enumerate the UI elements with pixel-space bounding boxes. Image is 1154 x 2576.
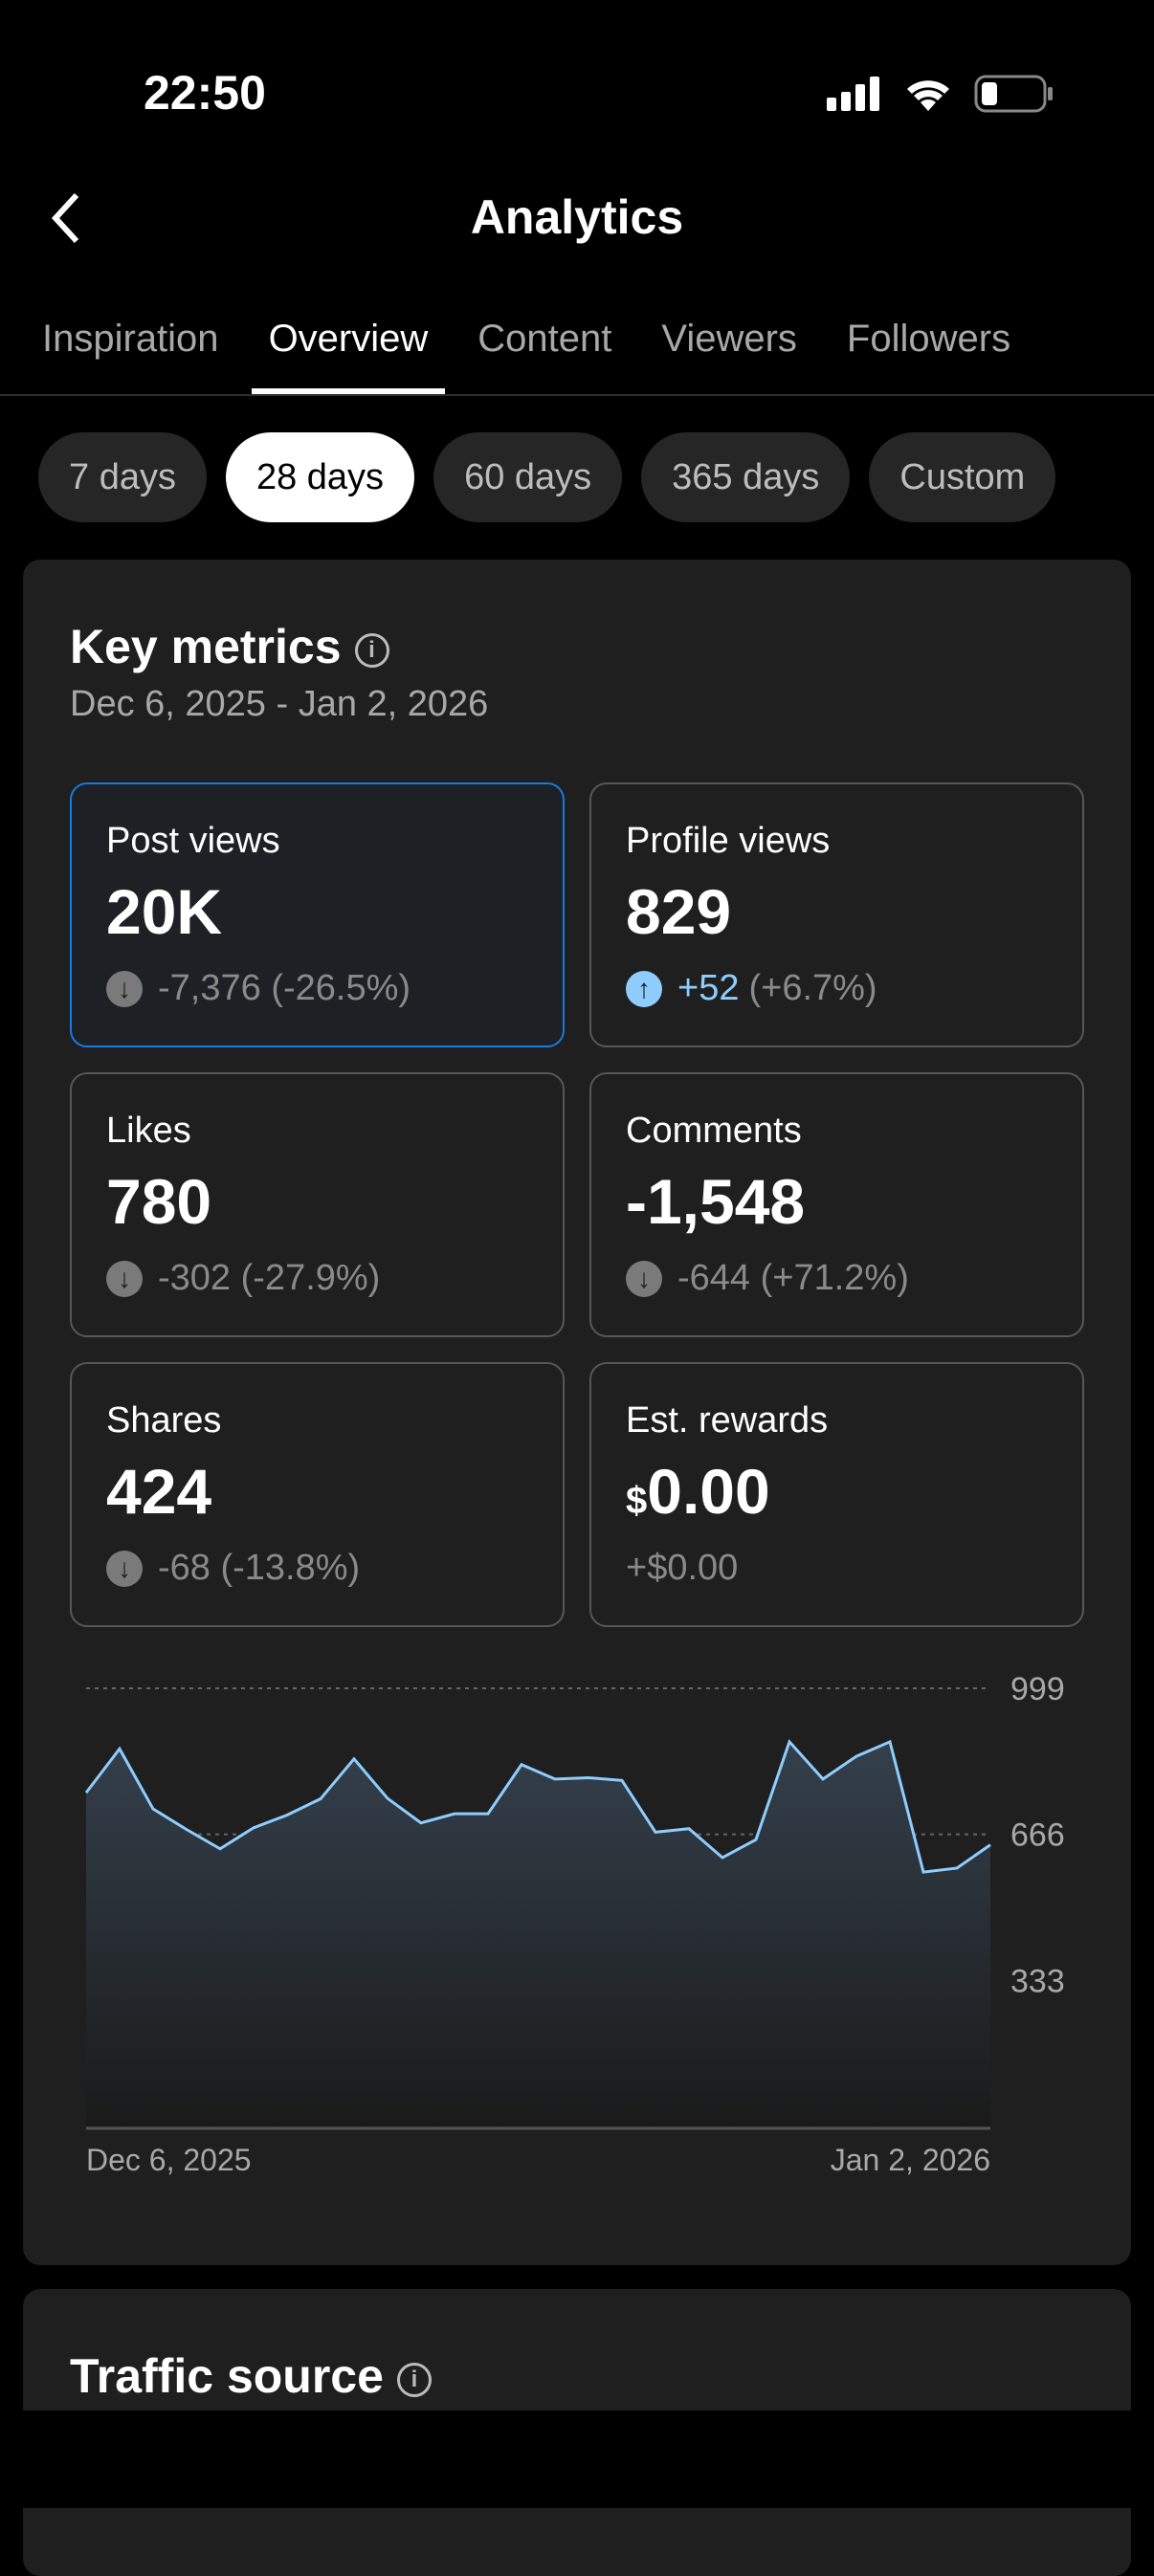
metric-value: 780 <box>106 1165 211 1238</box>
metric-change: -7,376 <box>158 968 261 1009</box>
y-tick-label: 999 <box>1010 1671 1065 1707</box>
metric-change: +52 <box>677 968 739 1009</box>
metric-label: Comments <box>626 1111 802 1152</box>
metric-pct: (-13.8%) <box>220 1548 360 1589</box>
metric-change: -644 <box>677 1258 750 1299</box>
metric-label: Likes <box>106 1111 191 1152</box>
tab-followers[interactable]: Followers <box>847 306 1010 394</box>
metric-value: 424 <box>106 1455 211 1528</box>
info-icon[interactable]: i <box>355 633 389 668</box>
status-time: 22:50 <box>144 65 266 121</box>
key-metrics-heading: Key metrics i <box>70 619 389 674</box>
metric-label: Post views <box>106 821 280 862</box>
arrow-up-icon: ↑ <box>626 971 662 1007</box>
wifi-icon <box>903 73 953 116</box>
range-28-days[interactable]: 28 days <box>226 432 414 522</box>
range-custom[interactable]: Custom <box>869 432 1055 522</box>
range-7-days[interactable]: 7 days <box>38 432 207 522</box>
info-icon[interactable]: i <box>397 2363 432 2397</box>
arrow-down-icon: ↓ <box>626 1261 662 1297</box>
post-views-chart: 999 666 333 Dec 6, 2025 Jan 2, 2026 <box>23 1660 1131 2195</box>
tab-inspiration[interactable]: Inspiration <box>42 306 219 394</box>
metric-label: Profile views <box>626 821 830 862</box>
cellular-signal-icon <box>827 77 880 111</box>
metric-value: 829 <box>626 875 731 948</box>
traffic-source-heading: Traffic source i <box>70 2348 432 2404</box>
metric-value: $0.00 <box>626 1455 770 1528</box>
metric-pct: (-26.5%) <box>271 968 411 1009</box>
arrow-down-icon: ↓ <box>106 971 143 1007</box>
metric-shares[interactable]: Shares 424 ↓ -68 (-13.8%) <box>70 1362 565 1627</box>
metric-change: +$0.00 <box>626 1548 738 1589</box>
range-365-days[interactable]: 365 days <box>641 432 850 522</box>
metric-value-number: 0.00 <box>647 1456 769 1527</box>
range-chips: 7 days 28 days 60 days 365 days Custom <box>0 432 1154 522</box>
metric-comments[interactable]: Comments -1,548 ↓ -644 (+71.2%) <box>589 1072 1084 1337</box>
battery-icon <box>974 75 1054 118</box>
metric-post-views[interactable]: Post views 20K ↓ -7,376 (-26.5%) <box>70 782 565 1047</box>
metric-label: Shares <box>106 1400 221 1442</box>
arrow-down-icon: ↓ <box>106 1261 143 1297</box>
date-range: Dec 6, 2025 - Jan 2, 2026 <box>70 684 488 725</box>
traffic-source-title: Traffic source <box>70 2349 384 2403</box>
analytics-tabs: Inspiration Overview Content Viewers Fol… <box>0 306 1154 396</box>
tab-content[interactable]: Content <box>477 306 611 394</box>
tab-viewers[interactable]: Viewers <box>661 306 797 394</box>
bottom-bar <box>0 2411 1154 2508</box>
x-start-label: Dec 6, 2025 <box>86 2143 252 2177</box>
currency-symbol: $ <box>626 1480 647 1522</box>
page-title: Analytics <box>0 189 1154 245</box>
metric-change: -68 <box>158 1548 211 1589</box>
metric-pct: (+6.7%) <box>748 968 877 1009</box>
key-metrics-title: Key metrics <box>70 620 342 673</box>
y-tick-label: 666 <box>1010 1817 1065 1854</box>
metric-profile-views[interactable]: Profile views 829 ↑ +52(+6.7%) <box>589 782 1084 1047</box>
x-end-label: Jan 2, 2026 <box>831 2143 990 2177</box>
metric-est-rewards[interactable]: Est. rewards $0.00 +$0.00 <box>589 1362 1084 1627</box>
tab-overview[interactable]: Overview <box>269 306 429 394</box>
range-60-days[interactable]: 60 days <box>433 432 622 522</box>
key-metrics-card: Key metrics i Dec 6, 2025 - Jan 2, 2026 P… <box>23 560 1131 2265</box>
y-tick-label: 333 <box>1010 1963 1065 1999</box>
metric-value: 20K <box>106 875 222 948</box>
metric-likes[interactable]: Likes 780 ↓ -302 (-27.9%) <box>70 1072 565 1337</box>
metric-pct: (-27.9%) <box>241 1258 381 1299</box>
metric-value: -1,548 <box>626 1165 805 1238</box>
metric-label: Est. rewards <box>626 1400 828 1442</box>
metric-pct: (+71.2%) <box>761 1258 909 1299</box>
arrow-down-icon: ↓ <box>106 1551 143 1587</box>
metric-change: -302 <box>158 1258 231 1299</box>
area-fill <box>86 1742 990 2126</box>
